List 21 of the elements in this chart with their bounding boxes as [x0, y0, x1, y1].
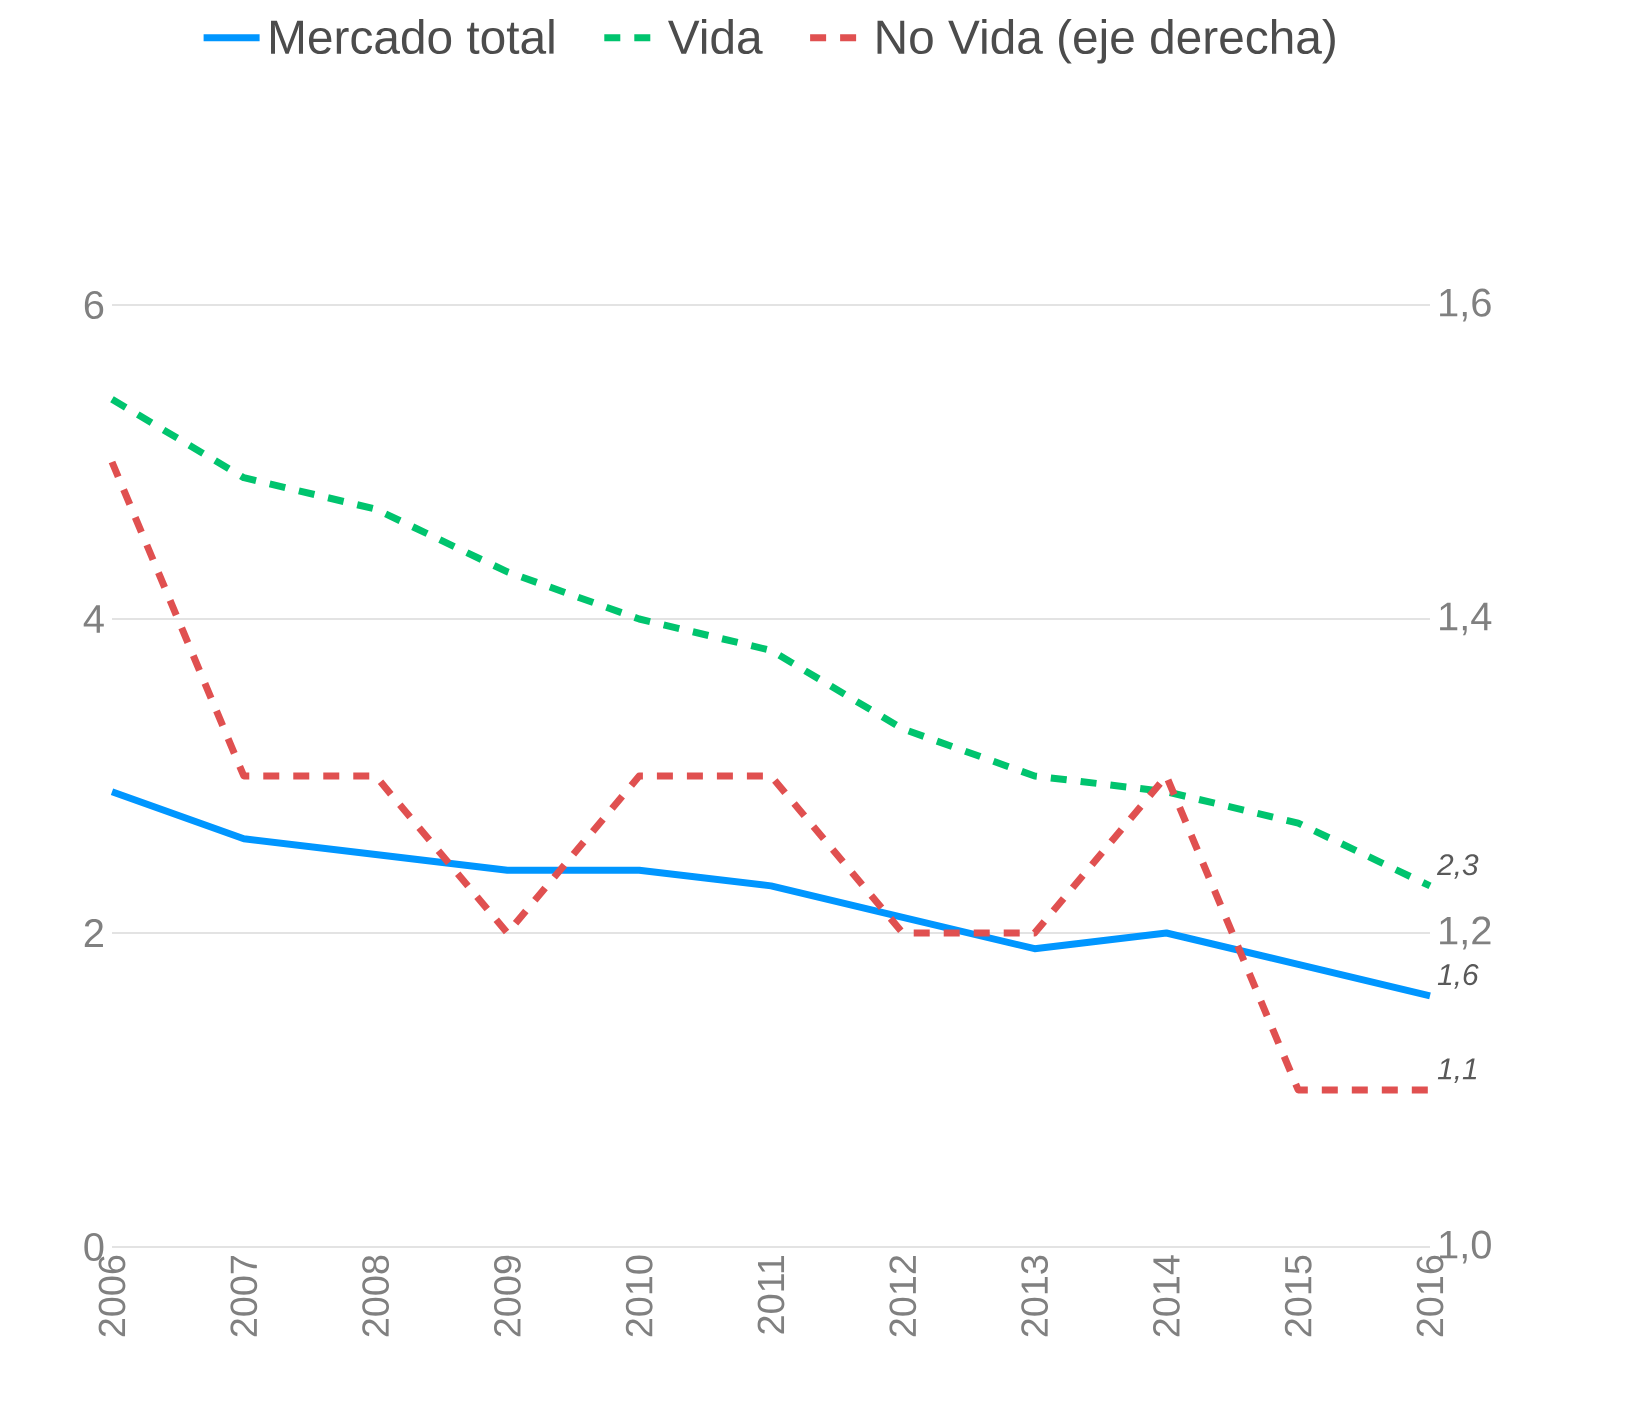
- y-tick-label: 6: [84, 290, 104, 320]
- data-label: 1,1: [1437, 1058, 1477, 1083]
- data-label: 2,3: [1436, 854, 1479, 879]
- x-tick-label: 2007: [230, 1255, 258, 1337]
- x-tick-label: 2009: [494, 1255, 521, 1337]
- y-tick-label: 2: [84, 919, 103, 947]
- legend-label: Mercado total: [271, 18, 554, 55]
- data-label: 1,6: [1437, 964, 1479, 989]
- legend-label: Vida: [668, 18, 763, 55]
- y2-tick-label: 1,6: [1440, 288, 1491, 322]
- x-tick-label: 2014: [1153, 1255, 1180, 1337]
- y2-tick-label: 1,2: [1440, 916, 1491, 950]
- x-tick-label: 2015: [1284, 1255, 1312, 1337]
- x-tick-label: 2008: [362, 1255, 390, 1337]
- y2-tick-label: 1,4: [1440, 602, 1492, 636]
- legend-label: No Vida (eje derecha): [877, 18, 1335, 64]
- x-tick-label: 2013: [1021, 1255, 1049, 1337]
- x-tick-label: 2010: [625, 1255, 653, 1337]
- x-tick-label: 2011: [757, 1255, 785, 1334]
- x-tick-label: 2012: [889, 1255, 917, 1337]
- y-tick-label: 4: [83, 605, 104, 633]
